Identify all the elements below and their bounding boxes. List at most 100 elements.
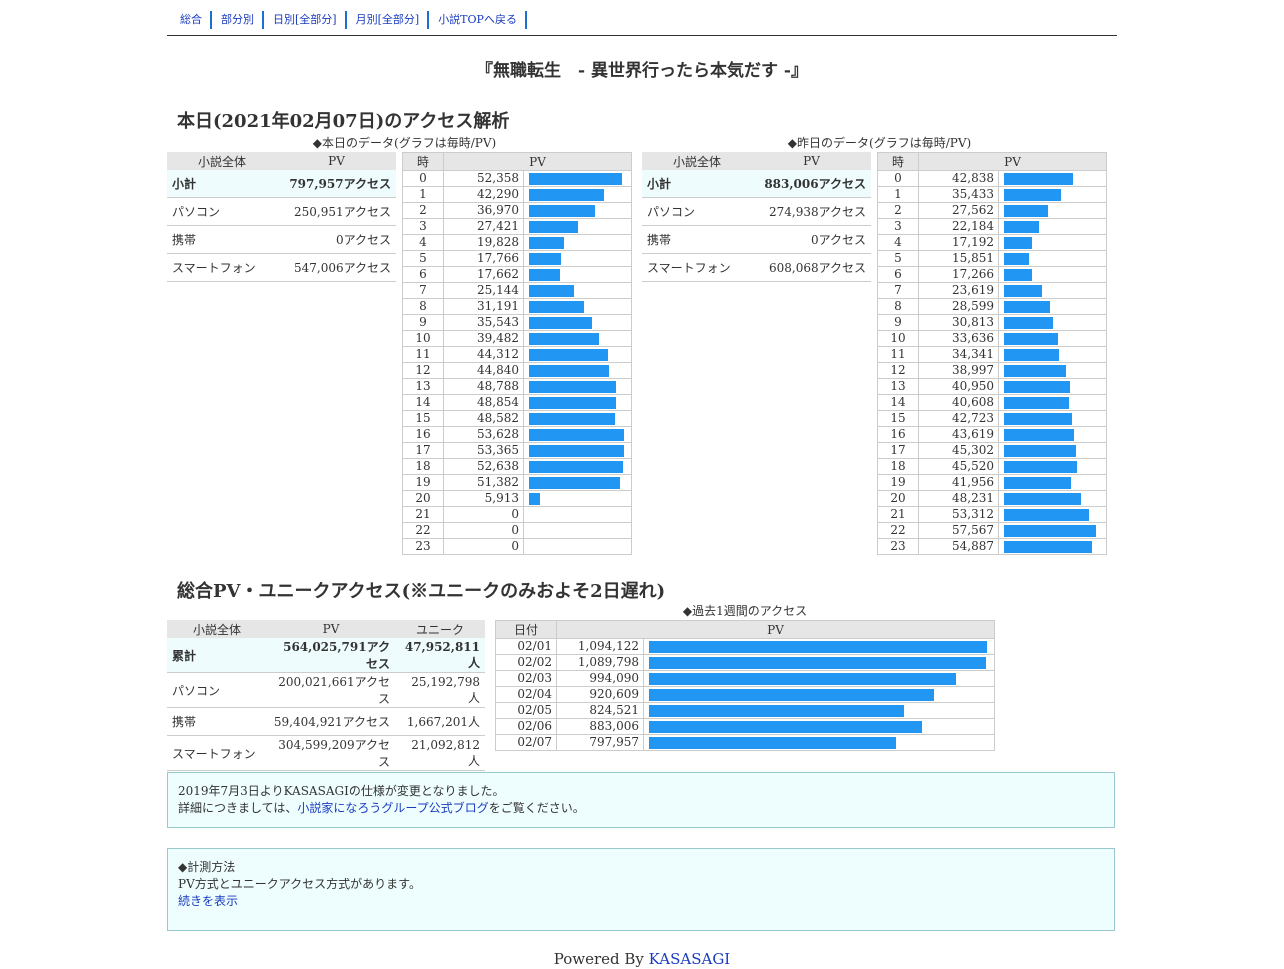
chart-row: 11 34,341 <box>877 346 1107 363</box>
value-label: 40,608 <box>918 394 999 411</box>
bar-cell <box>643 654 995 671</box>
bar <box>1004 300 1050 313</box>
chart-row: 2 27,562 <box>877 202 1107 219</box>
bar-cell <box>998 202 1107 219</box>
category-label: 02/02 <box>495 654 557 671</box>
row-label: パソコン <box>642 197 752 226</box>
bar-cell <box>523 410 632 427</box>
value-label: 25,144 <box>443 282 524 299</box>
row-value: 608,068アクセス <box>752 253 871 282</box>
chart-row: 7 23,619 <box>877 282 1107 299</box>
blog-link[interactable]: 小説家になろうグループ公式ブログ <box>297 801 489 815</box>
table-row: スマートフォン 547,006アクセス <box>167 253 396 282</box>
bar <box>529 476 620 489</box>
bar-cell <box>998 522 1107 539</box>
chart-row: 4 17,192 <box>877 234 1107 251</box>
value-label: 0 <box>443 506 524 523</box>
chart-row: 16 53,628 <box>402 426 632 443</box>
method-box: ◆計測方法 PV方式とユニークアクセス方式があります。 続きを表示 <box>167 848 1115 931</box>
nav-novel-top[interactable]: 小説TOPへ戻る <box>430 11 527 29</box>
table-row: 携帯 0アクセス <box>642 225 871 254</box>
row-label: 携帯 <box>642 225 752 254</box>
bar <box>529 188 604 201</box>
bar-cell <box>998 506 1107 523</box>
row-value: 274,938アクセス <box>752 197 871 226</box>
week-table: 日付 PV 02/01 1,094,122 02/02 1,089,798 02/03 9… <box>495 620 995 751</box>
col-header: 時 <box>877 152 919 171</box>
nav-daily[interactable]: 日別[全部分] <box>265 11 347 29</box>
category-label: 18 <box>877 458 919 475</box>
chart-row: 9 30,813 <box>877 314 1107 331</box>
chart-row: 20 48,231 <box>877 490 1107 507</box>
chart-row: 22 57,567 <box>877 522 1107 539</box>
today-heading: 本日(2021年02月07日)のアクセス解析 <box>177 111 510 132</box>
bar <box>1004 268 1032 281</box>
chart-row: 7 25,144 <box>402 282 632 299</box>
row-value: 250,951アクセス <box>277 197 396 226</box>
bar <box>1004 524 1096 537</box>
chart-row: 5 17,766 <box>402 250 632 267</box>
category-label: 02/06 <box>495 718 557 735</box>
bar <box>1004 348 1059 361</box>
bar-cell <box>523 250 632 267</box>
bar <box>1004 284 1042 297</box>
bar <box>649 688 934 701</box>
nav-monthly[interactable]: 月別[全部分] <box>348 11 430 29</box>
table-row: スマートフォン 304,599,209アクセス 21,092,812人 <box>167 735 485 771</box>
category-label: 8 <box>877 298 919 315</box>
nav-by-part[interactable]: 部分別 <box>213 11 264 29</box>
method-title: ◆計測方法 <box>178 860 236 874</box>
bar <box>1004 492 1081 505</box>
table-row: パソコン 274,938アクセス <box>642 197 871 226</box>
value-label: 17,766 <box>443 250 524 267</box>
value-label: 45,520 <box>918 458 999 475</box>
category-label: 6 <box>877 266 919 283</box>
category-label: 17 <box>877 442 919 459</box>
chart-row: 13 40,950 <box>877 378 1107 395</box>
row-value: 0アクセス <box>277 225 396 254</box>
value-label: 0 <box>443 538 524 555</box>
bar <box>1004 428 1074 441</box>
value-label: 38,997 <box>918 362 999 379</box>
chart-row: 16 43,619 <box>877 426 1107 443</box>
bar-cell <box>998 186 1107 203</box>
today-summary-table: 小説全体 PV 小計 797,957アクセス パソコン 250,951アクセス 携帯… <box>167 152 396 282</box>
chart-row: 17 45,302 <box>877 442 1107 459</box>
show-more-link[interactable]: 続きを表示 <box>178 894 239 908</box>
bar-cell <box>523 394 632 411</box>
category-label: 5 <box>402 250 444 267</box>
category-label: 3 <box>877 218 919 235</box>
row-label: スマートフォン <box>642 253 752 282</box>
bar <box>1004 364 1066 377</box>
table-row: 携帯 59,404,921アクセス 1,667,201人 <box>167 707 485 736</box>
col-header: PV <box>556 620 995 639</box>
col-header: PV <box>277 152 396 170</box>
value-label: 42,290 <box>443 186 524 203</box>
bar <box>529 252 561 265</box>
chart-row: 23 0 <box>402 538 632 555</box>
bar <box>1004 412 1072 425</box>
bar <box>529 268 560 281</box>
value-label: 36,970 <box>443 202 524 219</box>
value-label: 44,840 <box>443 362 524 379</box>
row-label: 小計 <box>642 170 752 198</box>
chart-row: 02/03 994,090 <box>495 670 995 687</box>
chart-row: 22 0 <box>402 522 632 539</box>
category-label: 02/03 <box>495 670 557 687</box>
category-label: 23 <box>877 538 919 555</box>
bar-cell <box>998 218 1107 235</box>
bar-cell <box>523 442 632 459</box>
chart-row: 19 41,956 <box>877 474 1107 491</box>
bar-cell <box>523 490 632 507</box>
bar-cell <box>998 314 1107 331</box>
kasasagi-link[interactable]: KASASAGI <box>648 950 731 968</box>
nav-overall[interactable]: 総合 <box>172 11 212 29</box>
bar-cell <box>523 362 632 379</box>
category-label: 15 <box>402 410 444 427</box>
category-label: 1 <box>877 186 919 203</box>
table-row: パソコン 250,951アクセス <box>167 197 396 226</box>
bar-cell <box>523 202 632 219</box>
category-label: 20 <box>877 490 919 507</box>
bar-cell <box>998 266 1107 283</box>
table-row: スマートフォン 608,068アクセス <box>642 253 871 282</box>
